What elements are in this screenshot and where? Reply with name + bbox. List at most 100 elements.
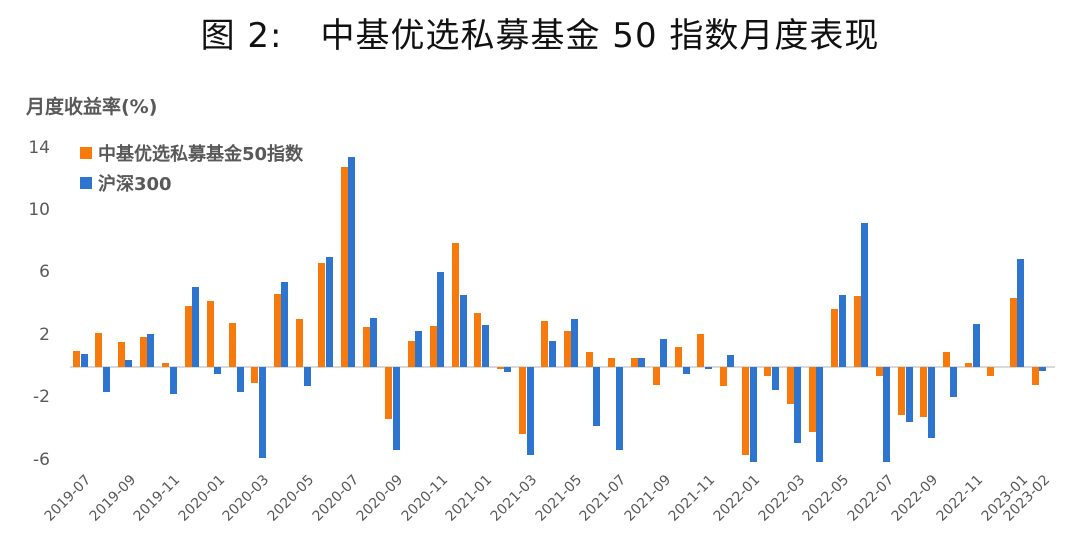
- bar-csi300: [236, 367, 244, 392]
- bar-csi300: [548, 341, 556, 367]
- bar-fund-index: [786, 367, 794, 404]
- bar-csi300: [794, 367, 802, 444]
- bar-csi300: [80, 353, 88, 367]
- bar-csi300: [348, 157, 356, 367]
- bar-csi300: [192, 287, 199, 367]
- bar-fund-index: [719, 367, 727, 386]
- y-tick-label: -2: [33, 387, 50, 408]
- legend-swatch-blue: [80, 177, 92, 189]
- bar-fund-index: [229, 323, 237, 367]
- bar-csi300: [281, 281, 289, 367]
- bar-fund-index: [563, 331, 571, 367]
- bar-fund-index: [318, 263, 326, 367]
- bar-fund-index: [519, 367, 526, 435]
- bar-fund-index: [808, 367, 816, 432]
- bar-fund-index: [764, 367, 772, 377]
- bar-csi300: [147, 334, 155, 367]
- bar-fund-index: [987, 367, 995, 376]
- bar-fund-index: [831, 309, 839, 367]
- bar-csi300: [883, 367, 891, 463]
- bar-fund-index: [184, 306, 192, 367]
- bar-fund-index: [853, 296, 861, 367]
- bar-csi300: [504, 367, 512, 372]
- bar-fund-index: [898, 367, 906, 416]
- bar-fund-index: [675, 346, 683, 367]
- bar-csi300: [816, 367, 824, 463]
- bar-csi300: [704, 367, 712, 370]
- bar-fund-index: [206, 301, 214, 367]
- y-tick-label: 6: [39, 262, 50, 283]
- bar-csi300: [593, 367, 601, 427]
- y-tick-label: -6: [33, 449, 50, 470]
- bar-fund-index: [474, 313, 482, 367]
- bar-fund-index: [585, 352, 593, 367]
- bar-fund-index: [407, 341, 415, 367]
- bar-csi300: [727, 355, 735, 367]
- bar-fund-index: [652, 367, 660, 385]
- bar-fund-index: [162, 363, 170, 367]
- bar-fund-index: [541, 320, 549, 367]
- bar-csi300: [526, 367, 534, 456]
- chart-title: 图 2: 中基优选私募基金 50 指数月度表现: [0, 8, 1080, 57]
- bar-csi300: [927, 367, 935, 438]
- bar-fund-index: [385, 367, 393, 420]
- bar-csi300: [638, 357, 645, 367]
- bar-fund-index: [452, 242, 460, 367]
- bar-csi300: [660, 338, 668, 367]
- bar-csi300: [125, 359, 133, 367]
- bar-csi300: [571, 319, 579, 367]
- bar-csi300: [950, 367, 958, 397]
- bar-csi300: [481, 324, 489, 367]
- bar-csi300: [459, 295, 467, 367]
- bar-fund-index: [362, 327, 370, 367]
- y-tick-label: 14: [28, 137, 50, 158]
- bar-fund-index: [73, 351, 80, 367]
- legend-item-fund-index: 中基优选私募基金50指数: [80, 138, 303, 168]
- bar-fund-index: [965, 363, 972, 367]
- bar-fund-index: [875, 367, 883, 377]
- bar-fund-index: [697, 334, 705, 367]
- bar-fund-index: [117, 342, 125, 367]
- y-tick-label: 2: [39, 324, 50, 345]
- bar-csi300: [303, 367, 311, 386]
- bar-csi300: [415, 331, 422, 367]
- bar-csi300: [1039, 367, 1047, 371]
- bar-fund-index: [95, 332, 103, 367]
- bar-csi300: [169, 367, 177, 395]
- bar-csi300: [905, 367, 913, 423]
- bar-fund-index: [1009, 298, 1017, 367]
- bar-fund-index: [742, 367, 749, 456]
- bar-csi300: [771, 367, 779, 391]
- bar-csi300: [838, 295, 846, 367]
- legend-swatch-orange: [80, 147, 92, 159]
- bar-fund-index: [296, 318, 303, 367]
- bar-fund-index: [608, 358, 616, 367]
- title-text: 中基优选私募基金 50 指数月度表现: [320, 16, 880, 56]
- bar-fund-index: [139, 337, 147, 367]
- bar-fund-index: [920, 367, 928, 417]
- bar-csi300: [102, 367, 110, 392]
- bar-fund-index: [496, 367, 504, 369]
- legend-item-csi300: 沪深300: [80, 168, 303, 198]
- bar-fund-index: [630, 357, 638, 367]
- legend: 中基优选私募基金50指数 沪深300: [80, 138, 303, 198]
- y-tick-label: 10: [28, 200, 50, 220]
- bar-csi300: [861, 223, 868, 367]
- bar-fund-index: [251, 367, 259, 384]
- bar-csi300: [1017, 258, 1025, 367]
- bar-csi300: [392, 367, 400, 450]
- bar-csi300: [258, 367, 266, 459]
- bar-csi300: [325, 257, 333, 367]
- y-axis-label: 月度收益率(%): [26, 96, 158, 118]
- bar-fund-index: [429, 326, 437, 367]
- bar-csi300: [214, 367, 222, 375]
- bar-csi300: [615, 367, 623, 451]
- legend-label: 中基优选私募基金50指数: [98, 144, 304, 165]
- bar-fund-index: [1031, 367, 1039, 385]
- bar-csi300: [682, 367, 690, 375]
- bar-csi300: [437, 271, 445, 367]
- figure-number: 图 2:: [200, 16, 283, 56]
- bar-fund-index: [942, 352, 950, 367]
- bar-csi300: [749, 367, 757, 463]
